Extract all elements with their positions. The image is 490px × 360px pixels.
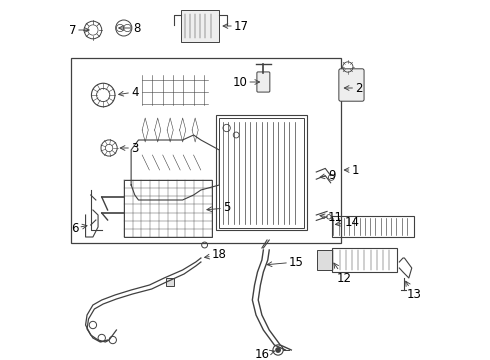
Bar (332, 248, 397, 272)
Text: 11: 11 (320, 211, 343, 225)
Text: 13: 13 (406, 281, 421, 301)
Text: 12: 12 (334, 263, 352, 284)
Bar (332, 216, 414, 237)
Text: 18: 18 (205, 248, 227, 261)
FancyBboxPatch shape (257, 72, 270, 92)
Bar (167, 278, 174, 286)
Text: 7: 7 (69, 23, 89, 36)
Text: 17: 17 (223, 19, 249, 32)
Text: 5: 5 (207, 202, 230, 215)
Text: 6: 6 (71, 221, 87, 234)
Bar (71, 58, 341, 243)
FancyBboxPatch shape (339, 69, 364, 101)
Text: 10: 10 (232, 76, 260, 89)
Text: 1: 1 (344, 163, 359, 176)
Circle shape (276, 348, 280, 352)
Text: 9: 9 (320, 168, 336, 181)
Text: 2: 2 (344, 81, 363, 94)
Text: 3: 3 (120, 141, 139, 154)
Bar (220, 118, 304, 228)
Bar (318, 250, 332, 270)
Text: 4: 4 (119, 85, 139, 99)
Bar (216, 115, 307, 230)
Bar (124, 180, 212, 237)
Text: 15: 15 (267, 256, 304, 269)
Text: 14: 14 (336, 216, 359, 229)
Text: 16: 16 (254, 348, 274, 360)
Text: 8: 8 (119, 22, 141, 35)
Bar (181, 10, 220, 42)
